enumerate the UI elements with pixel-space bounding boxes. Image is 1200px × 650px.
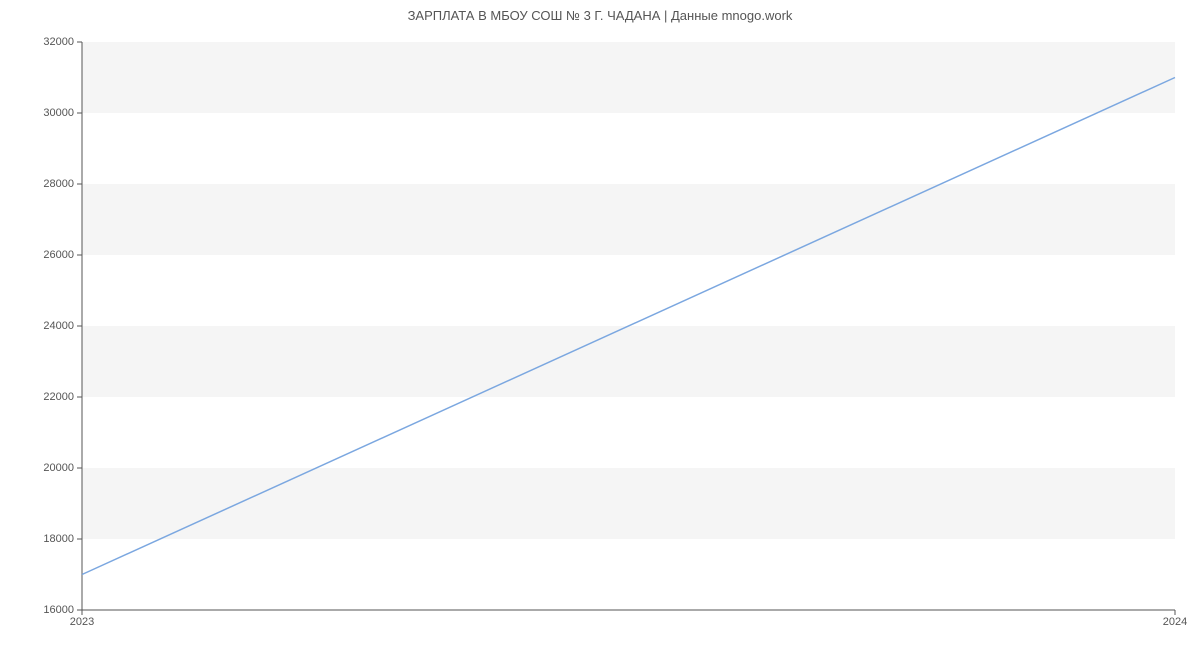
y-tick-label: 30000: [43, 107, 74, 119]
y-tick-label: 18000: [43, 533, 74, 545]
chart-svg: 16000 18000 20000 22000 24000 26000 28000 30000…: [0, 0, 1200, 650]
chart-title: ЗАРПЛАТА В МБОУ СОШ № 3 Г. ЧАДАНА | Данн…: [0, 8, 1200, 23]
y-tick-label: 32000: [43, 36, 74, 48]
y-tick-label: 24000: [43, 320, 74, 332]
x-tick-label: 2023: [70, 616, 94, 628]
x-tick-label: 2024: [1163, 616, 1187, 628]
y-tick-label: 16000: [43, 604, 74, 616]
y-tick-label: 28000: [43, 178, 74, 190]
y-tick-label: 26000: [43, 249, 74, 261]
y-tick-label: 20000: [43, 462, 74, 474]
y-tick-label: 22000: [43, 391, 74, 403]
chart-container: ЗАРПЛАТА В МБОУ СОШ № 3 Г. ЧАДАНА | Данн…: [0, 0, 1200, 650]
